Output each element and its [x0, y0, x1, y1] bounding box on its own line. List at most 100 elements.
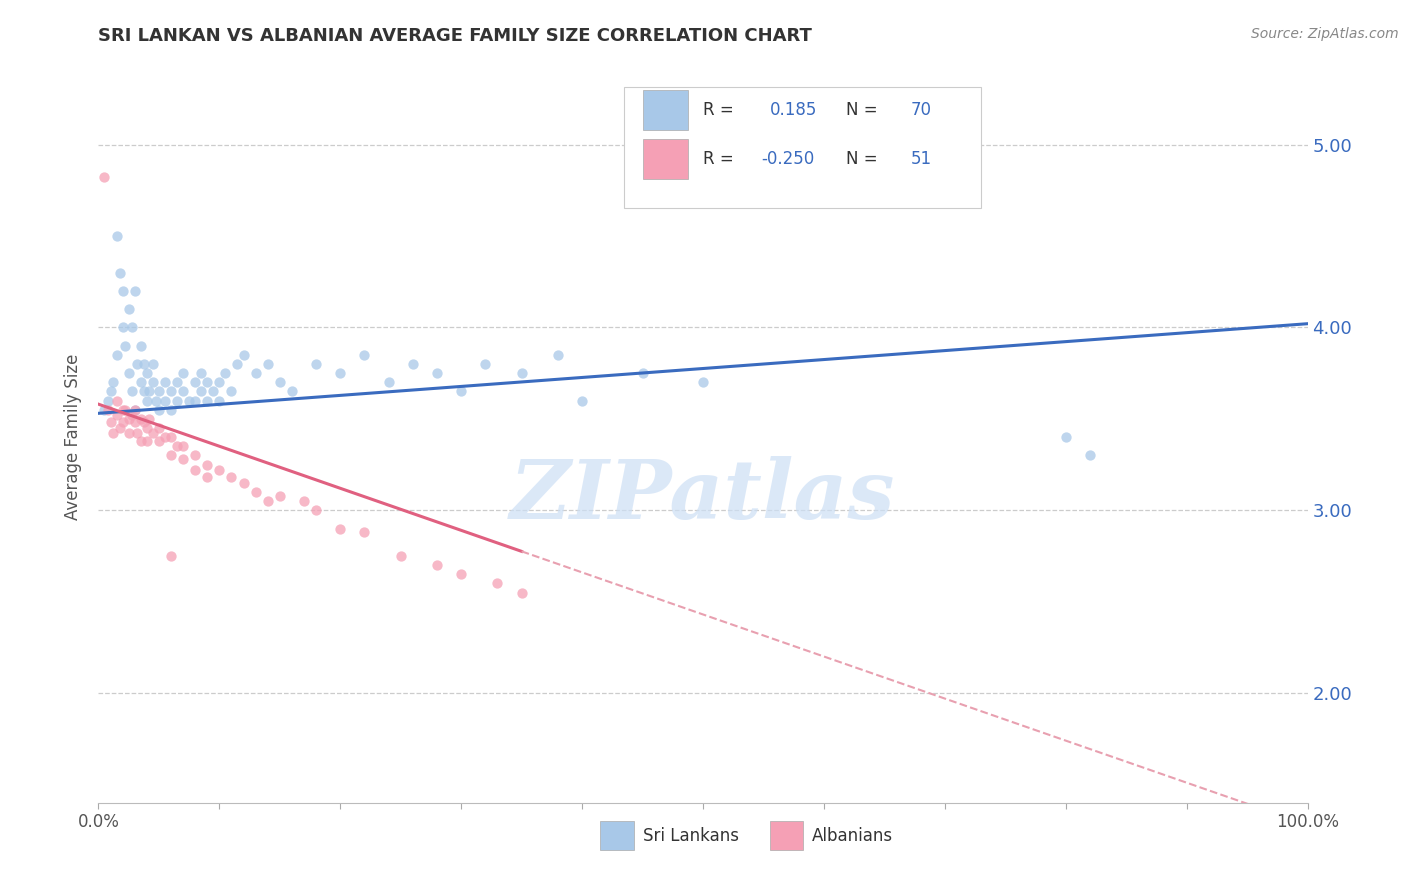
Point — [160, 384, 183, 399]
Point — [172, 384, 194, 399]
Point — [353, 348, 375, 362]
Point — [93, 402, 115, 417]
Point — [510, 585, 533, 599]
Point — [195, 393, 218, 408]
Point — [153, 375, 176, 389]
Point — [190, 384, 212, 399]
Point — [105, 228, 128, 243]
Point — [160, 402, 183, 417]
FancyBboxPatch shape — [643, 90, 689, 130]
Point — [179, 393, 201, 408]
Point — [97, 393, 120, 408]
Point — [101, 375, 124, 389]
Point — [208, 463, 231, 477]
Point — [195, 458, 218, 472]
Text: ZIPatlas: ZIPatlas — [510, 456, 896, 535]
Point — [118, 301, 141, 317]
Point — [221, 384, 243, 399]
Point — [305, 357, 328, 371]
Point — [121, 384, 143, 399]
Text: 51: 51 — [911, 150, 932, 168]
Point — [160, 549, 183, 563]
Point — [129, 375, 152, 389]
Point — [402, 357, 425, 371]
Point — [166, 439, 188, 453]
Text: R =: R = — [703, 101, 740, 119]
Point — [124, 402, 146, 417]
Point — [127, 357, 149, 371]
Point — [232, 348, 254, 362]
Point — [142, 426, 165, 441]
Point — [450, 567, 472, 582]
Point — [329, 521, 352, 535]
Point — [108, 421, 131, 435]
Point — [129, 412, 152, 426]
Point — [118, 366, 141, 380]
Point — [172, 366, 194, 380]
Point — [135, 393, 157, 408]
Point — [148, 421, 170, 435]
Point — [127, 426, 149, 441]
Point — [111, 416, 134, 430]
Point — [124, 416, 146, 430]
Point — [118, 412, 141, 426]
Point — [135, 366, 157, 380]
Point — [329, 366, 352, 380]
Point — [232, 475, 254, 490]
Point — [153, 393, 176, 408]
Text: Source: ZipAtlas.com: Source: ZipAtlas.com — [1251, 27, 1399, 41]
Text: 70: 70 — [911, 101, 932, 119]
Point — [114, 339, 136, 353]
Text: 0.185: 0.185 — [769, 101, 817, 119]
Point — [166, 375, 188, 389]
Point — [450, 384, 472, 399]
Point — [184, 463, 207, 477]
Point — [292, 494, 315, 508]
Text: -0.250: -0.250 — [761, 150, 814, 168]
Point — [138, 384, 160, 399]
Point — [547, 348, 569, 362]
Point — [160, 430, 183, 444]
Y-axis label: Average Family Size: Average Family Size — [65, 354, 83, 520]
Point — [377, 375, 399, 389]
Point — [135, 434, 157, 448]
Point — [121, 320, 143, 334]
Point — [426, 366, 449, 380]
Point — [105, 393, 128, 408]
Point — [202, 384, 225, 399]
Point — [195, 470, 218, 484]
Point — [184, 375, 207, 389]
Point — [269, 375, 291, 389]
Point — [124, 284, 146, 298]
Point — [208, 393, 231, 408]
Point — [134, 357, 156, 371]
FancyBboxPatch shape — [769, 821, 803, 850]
Point — [692, 375, 714, 389]
Point — [1054, 430, 1077, 444]
Text: N =: N = — [845, 101, 883, 119]
Text: SRI LANKAN VS ALBANIAN AVERAGE FAMILY SIZE CORRELATION CHART: SRI LANKAN VS ALBANIAN AVERAGE FAMILY SI… — [98, 27, 813, 45]
Point — [111, 284, 134, 298]
Point — [172, 439, 194, 453]
Point — [486, 576, 509, 591]
Point — [135, 421, 157, 435]
FancyBboxPatch shape — [600, 821, 634, 850]
Point — [105, 408, 128, 422]
Point — [256, 357, 278, 371]
Point — [114, 402, 136, 417]
Text: R =: R = — [703, 150, 740, 168]
Point — [1078, 449, 1101, 463]
Point — [226, 357, 249, 371]
Point — [269, 489, 291, 503]
Point — [148, 402, 170, 417]
Point — [214, 366, 236, 380]
Point — [129, 339, 152, 353]
Point — [134, 384, 156, 399]
Text: N =: N = — [845, 150, 883, 168]
Point — [389, 549, 412, 563]
Point — [184, 449, 207, 463]
Point — [148, 384, 170, 399]
Point — [111, 320, 134, 334]
Point — [105, 348, 128, 362]
Point — [100, 384, 122, 399]
